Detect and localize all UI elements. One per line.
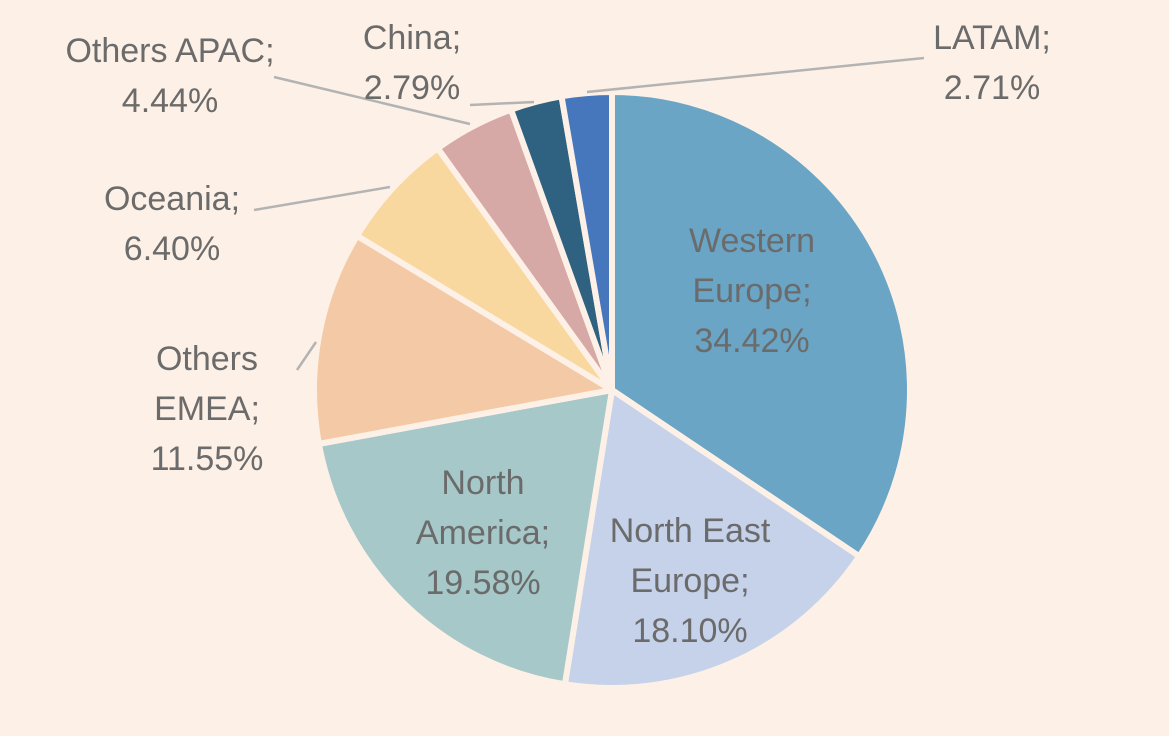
leader-line-oceania bbox=[253, 185, 391, 212]
pie-slices bbox=[311, 89, 913, 691]
data-label-latam: LATAM; 2.71% bbox=[933, 19, 1051, 107]
pie-slice-western-europe bbox=[609, 89, 913, 560]
data-label-line: America; bbox=[416, 514, 550, 552]
data-label-line: Western bbox=[689, 222, 815, 260]
data-labels: Western Europe; 34.42% North East Europe; 18.… bbox=[65, 19, 1050, 650]
data-label-china: China; 2.79% bbox=[363, 19, 461, 107]
data-label-line: 18.10% bbox=[632, 612, 747, 650]
leader-line-china bbox=[469, 100, 535, 107]
data-label-line: 2.71% bbox=[944, 69, 1040, 107]
data-label-line: China; bbox=[363, 19, 461, 57]
leader-lines bbox=[253, 56, 925, 371]
pie-slice-latam bbox=[558, 89, 615, 393]
pie-slice-others-emea bbox=[311, 232, 615, 447]
leader-line-others-emea bbox=[295, 341, 318, 371]
data-label-line: 4.44% bbox=[122, 82, 218, 120]
data-label-line: North East bbox=[610, 512, 771, 550]
data-label-line: LATAM; bbox=[933, 19, 1051, 57]
data-label-line: Europe; bbox=[692, 272, 811, 310]
data-label-line: Others APAC; bbox=[65, 32, 274, 70]
data-label-others-apac: Others APAC; 4.44% bbox=[65, 32, 274, 120]
pie-slice-north-america bbox=[315, 387, 615, 688]
data-label-line: 34.42% bbox=[694, 322, 809, 360]
data-label-line: 11.55% bbox=[151, 440, 264, 478]
data-label-line: Oceania; bbox=[104, 180, 240, 218]
leader-line-others-apac bbox=[273, 75, 471, 126]
data-label-line: 6.40% bbox=[124, 230, 220, 268]
data-label-line: 19.58% bbox=[425, 564, 540, 602]
data-label-western-europe: Western Europe; 34.42% bbox=[689, 222, 815, 360]
data-label-line: North bbox=[441, 464, 524, 502]
data-label-north-east-europe: North East Europe; 18.10% bbox=[610, 512, 771, 650]
data-label-line: Europe; bbox=[630, 562, 749, 600]
data-label-north-america: North America; 19.58% bbox=[416, 464, 550, 602]
data-label-oceania: Oceania; 6.40% bbox=[104, 180, 240, 268]
data-label-line: Others bbox=[156, 340, 258, 378]
data-label-line: 2.79% bbox=[364, 69, 460, 107]
data-label-others-emea: Others EMEA; 11.55% bbox=[151, 340, 264, 478]
pie-slice-north-east-europe bbox=[561, 387, 863, 691]
leader-line-latam bbox=[586, 56, 925, 94]
data-label-line: EMEA; bbox=[154, 390, 260, 428]
